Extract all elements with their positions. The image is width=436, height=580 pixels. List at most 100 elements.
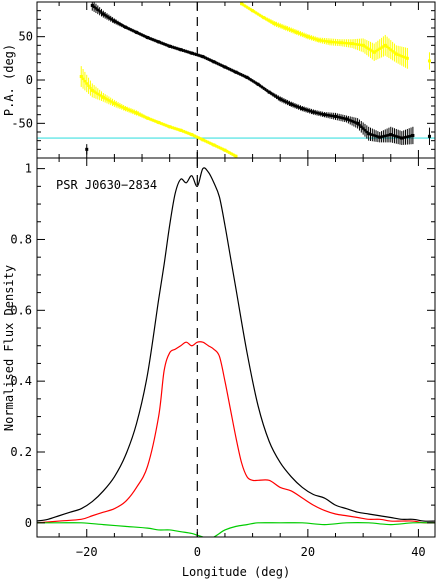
pa-point [179, 47, 192, 55]
pa-marker [157, 40, 161, 44]
pa-marker [172, 46, 175, 49]
pa-marker [221, 64, 225, 68]
pa-marker [122, 24, 125, 28]
pa-marker [188, 51, 192, 54]
pa-point [234, 154, 238, 158]
pa-marker [312, 37, 315, 40]
pa-point [284, 25, 297, 35]
pa-marker [328, 40, 332, 44]
pa-point [146, 35, 158, 43]
pa-point [135, 110, 147, 120]
pa-point [212, 60, 225, 68]
pa-marker [227, 67, 230, 70]
pa-marker [89, 86, 92, 90]
pa-marker [266, 89, 269, 93]
pa-marker [314, 37, 317, 41]
pa-marker [153, 39, 157, 42]
pa-point [427, 127, 431, 145]
pa-point [306, 34, 319, 43]
pa-marker [98, 93, 101, 97]
pa-marker [293, 30, 297, 33]
pa-marker [112, 19, 116, 23]
pa-marker [293, 104, 297, 107]
pa-point [383, 34, 396, 62]
pa-marker [192, 52, 195, 55]
pa-marker [361, 127, 365, 130]
pa-marker [115, 20, 118, 24]
pa-marker [271, 93, 275, 96]
pa-marker [234, 70, 238, 74]
pa-marker [255, 81, 258, 85]
pa-marker [391, 133, 394, 137]
pa-marker [103, 97, 107, 100]
pa-marker [260, 85, 263, 89]
pa-point [112, 18, 125, 28]
pa-marker [138, 113, 142, 116]
pa-marker [218, 146, 221, 149]
pa-marker [304, 108, 308, 111]
pa-marker [363, 129, 367, 132]
pa-marker [177, 128, 181, 131]
pa-marker [225, 66, 228, 70]
pa-marker [126, 26, 129, 30]
flux-y-tick-label: 0.6 [10, 303, 32, 317]
flux-y-tick-label: 0.4 [10, 374, 32, 388]
pa-marker [317, 38, 321, 42]
pa-marker [112, 101, 116, 105]
pa-marker [183, 130, 186, 133]
pa-point [201, 138, 214, 146]
pa-marker [131, 29, 135, 32]
pa-marker [98, 10, 101, 13]
pa-marker [192, 134, 195, 137]
pa-marker [358, 43, 361, 46]
pa-marker [205, 140, 208, 143]
pa-point [311, 109, 324, 117]
pa-marker [398, 136, 402, 139]
pa-marker [328, 114, 332, 117]
pa-point [345, 115, 357, 128]
pa-point [79, 66, 92, 96]
pa-point [190, 51, 203, 58]
pa-marker [341, 116, 345, 120]
pa-marker [212, 143, 216, 147]
pa-marker [378, 47, 381, 50]
pa-point [328, 38, 341, 47]
pa-marker [278, 97, 282, 101]
pa-marker [306, 35, 310, 39]
pa-marker [384, 134, 387, 138]
pa-marker [148, 117, 151, 121]
pa-marker [127, 27, 131, 31]
pa-marker [129, 109, 133, 112]
pa-marker [400, 136, 404, 140]
pa-marker [253, 80, 256, 84]
flux-x-tick-label: 40 [411, 545, 425, 559]
pa-marker [162, 42, 166, 46]
pa-marker [382, 135, 385, 138]
pa-marker [225, 150, 228, 153]
pa-y-tick-label: 50 [19, 30, 33, 44]
pa-marker [311, 110, 315, 114]
pa-marker [159, 121, 162, 125]
pa-marker [406, 135, 409, 138]
pa-marker [199, 137, 203, 141]
pa-marker [181, 49, 184, 52]
pa-marker [371, 49, 374, 53]
pa-marker [262, 16, 266, 20]
pa-marker [238, 72, 241, 76]
circular-polarization-line [37, 522, 435, 537]
pa-marker [96, 8, 100, 11]
pa-marker [345, 41, 348, 45]
pa-marker [100, 94, 103, 98]
pa-marker [356, 121, 360, 125]
pa-marker [266, 18, 269, 21]
pa-marker [267, 90, 271, 94]
pa-marker [101, 95, 105, 99]
pa-point [223, 148, 236, 157]
pa-marker [137, 32, 140, 35]
pa-point [267, 90, 280, 101]
pa-marker [398, 54, 402, 57]
pa-point [256, 82, 269, 93]
pa-marker [94, 7, 98, 10]
pa-point [273, 21, 286, 30]
